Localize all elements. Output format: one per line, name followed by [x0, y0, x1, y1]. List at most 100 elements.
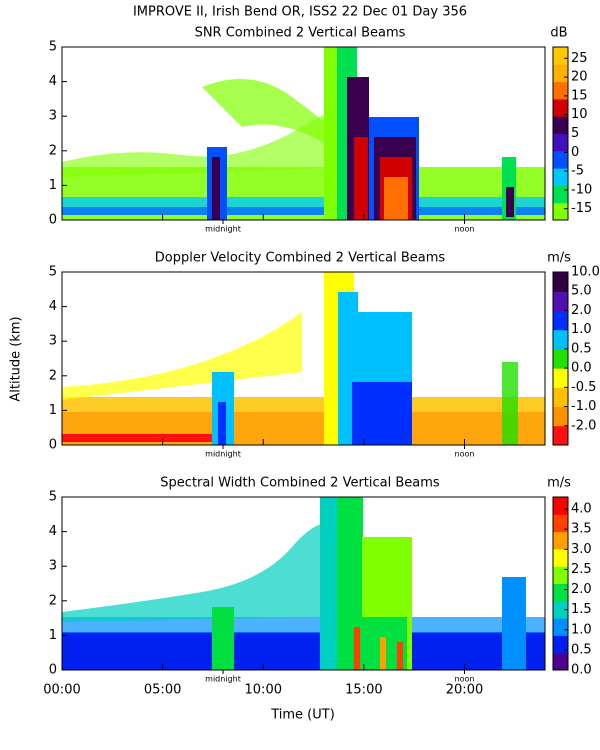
colorbar-tick-label: 1.0 [571, 322, 592, 337]
velocity-field [62, 272, 545, 445]
colorbar-tick-label: 4.0 [571, 502, 592, 517]
panel-title: SNR Combined 2 Vertical Beams [195, 26, 406, 41]
width-field [62, 497, 545, 670]
colorbar-tick-label: 0.0 [571, 361, 592, 376]
colorbar-swatch [553, 348, 568, 369]
colorbar-swatch [553, 310, 568, 331]
colorbar-units: m/s [547, 251, 571, 266]
y-tick-label: 5 [49, 265, 57, 280]
colorbar-swatch [553, 291, 568, 311]
colorbar-tick-label: -5 [571, 164, 584, 179]
colorbar-tick-label: 0.5 [571, 341, 592, 356]
plot-frame [61, 271, 546, 446]
colorbar-tick-label: 2.0 [571, 303, 592, 318]
y-tick-label: 0 [49, 438, 57, 453]
y-tick-label: 1 [49, 628, 57, 643]
colorbar-units: dB [550, 26, 567, 41]
colorbar-tick-label: 0 [571, 145, 579, 160]
colorbar-tick-label: -0.5 [571, 380, 596, 395]
colorbar-swatch [553, 531, 568, 550]
plot-frame [61, 46, 546, 221]
colorbar-swatch [553, 583, 568, 602]
colorbar-tick-label: 1.0 [571, 622, 592, 637]
y-tick-label: 4 [49, 524, 57, 539]
colorbar-swatch [553, 272, 568, 292]
annotation: noon [455, 225, 475, 234]
colorbar-tick-label: 1.5 [571, 602, 592, 617]
y-tick-label: 2 [49, 143, 57, 158]
colorbar-tick-label: 5.0 [571, 284, 592, 299]
y-tick-label: 2 [49, 368, 57, 383]
colorbar-swatch [553, 81, 568, 100]
plot-frame [61, 496, 546, 671]
colorbar-frame [552, 496, 569, 671]
colorbar-swatch [553, 635, 568, 654]
y-tick-label: 1 [49, 403, 57, 418]
colorbar-tick-label: 10.0 [571, 265, 600, 280]
colorbar-swatch [553, 514, 568, 533]
y-tick-label: 0 [49, 213, 57, 228]
annotation: midnight [205, 225, 241, 234]
colorbar-tick-label: 0.5 [571, 642, 592, 657]
annotation: midnight [205, 450, 241, 459]
colorbar-swatch [553, 150, 568, 169]
colorbar-tick-label: 5 [571, 126, 579, 141]
y-tick-label: 3 [49, 559, 57, 574]
y-tick-label: 1 [49, 178, 57, 193]
y-tick-label: 3 [49, 109, 57, 124]
colorbar-tick-label: 3.5 [571, 522, 592, 537]
colorbar-tick-label: 0.0 [571, 663, 592, 678]
y-axis-label: Altitude (km) [9, 316, 24, 401]
x-tick-label: 05:00 [144, 683, 181, 698]
panel-title: Spectral Width Combined 2 Vertical Beams [160, 476, 440, 491]
colorbar-swatch [553, 202, 568, 221]
colorbar-swatch [553, 47, 568, 65]
y-tick-label: 2 [49, 593, 57, 608]
colorbar-tick-label: -1.0 [571, 399, 596, 414]
colorbar-swatch [553, 98, 568, 117]
annotation: noon [455, 675, 475, 684]
colorbar-units: m/s [547, 476, 571, 491]
colorbar-swatch [553, 548, 568, 567]
colorbar-swatch [553, 329, 568, 350]
colorbar-tick-label: 3.0 [571, 542, 592, 557]
y-tick-label: 3 [49, 334, 57, 349]
snr-field [62, 47, 545, 220]
colorbar-swatch [553, 652, 568, 671]
colorbar-tick-label: 25 [571, 51, 588, 66]
colorbar-tick-label: 20 [571, 70, 588, 85]
colorbar-swatch [553, 116, 568, 134]
annotation: midnight [205, 675, 241, 684]
colorbar-frame [552, 271, 569, 446]
x-tick-label: 15:00 [345, 683, 382, 698]
colorbar-swatch [553, 133, 568, 152]
y-tick-label: 4 [49, 299, 57, 314]
x-axis-label: Time (UT) [270, 708, 335, 723]
colorbar-swatch [553, 168, 568, 186]
annotation: noon [455, 450, 475, 459]
colorbar-swatch [553, 600, 568, 619]
colorbar-tick-label: -10 [571, 182, 592, 197]
colorbar-tick-label: 10 [571, 107, 588, 122]
y-tick-label: 0 [49, 663, 57, 678]
colorbar-swatch [553, 406, 568, 427]
panel-title: Doppler Velocity Combined 2 Vertical Bea… [155, 251, 446, 266]
colorbar-swatch [553, 497, 568, 515]
x-tick-label: 20:00 [446, 683, 483, 698]
colorbar-swatch [553, 368, 568, 388]
colorbar-swatch [553, 64, 568, 83]
colorbar-swatch [553, 425, 568, 446]
colorbar-swatch [553, 618, 568, 636]
figure-title: IMPROVE II, Irish Bend OR, ISS2 22 Dec 0… [133, 5, 467, 20]
y-tick-label: 5 [49, 40, 57, 55]
colorbar-tick-label: 2.5 [571, 562, 592, 577]
colorbar-tick-label: -2.0 [571, 418, 596, 433]
x-tick-label: 00:00 [43, 683, 80, 698]
colorbar-tick-label: 2.0 [571, 582, 592, 597]
x-tick-label: 10:00 [245, 683, 282, 698]
colorbar-swatch [553, 387, 568, 408]
colorbar-tick-label: 15 [571, 88, 588, 103]
colorbar-swatch [553, 566, 568, 584]
y-tick-label: 4 [49, 74, 57, 89]
